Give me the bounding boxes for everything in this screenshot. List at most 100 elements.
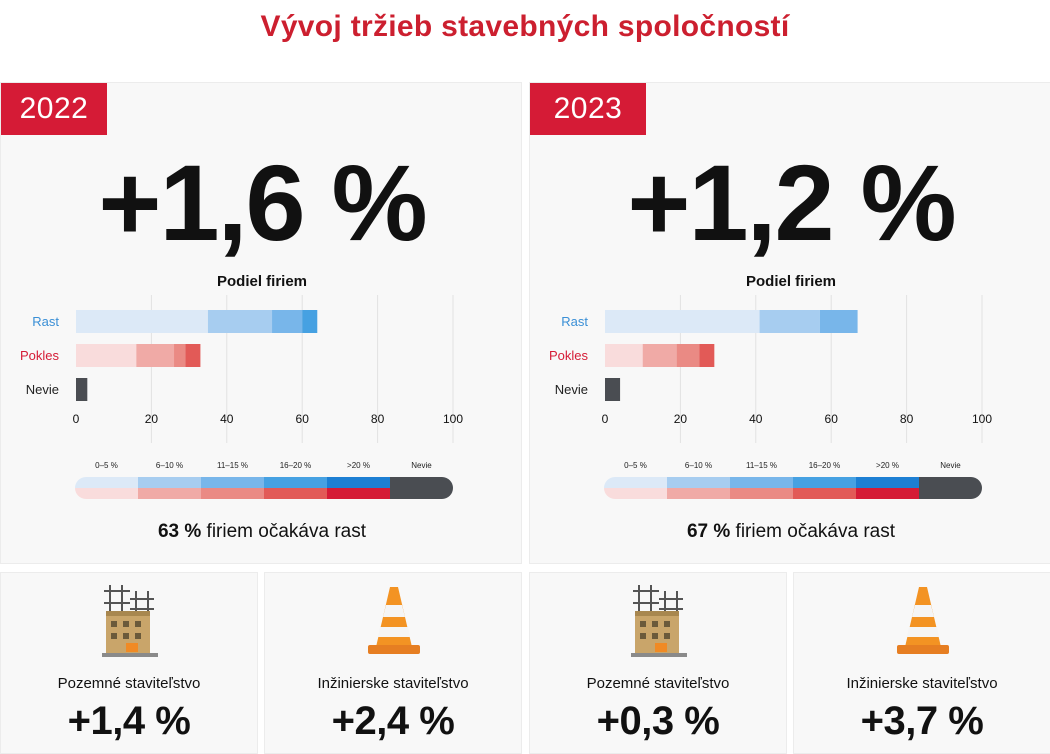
bar-segment-nevie-5 bbox=[76, 378, 88, 401]
page-title: Vývoj tržieb stavebných spoločností bbox=[260, 10, 790, 43]
legend-label: 11–15 % bbox=[217, 461, 248, 470]
year-panel-2022: 2022 +1,6 % Podiel firiem Rast Pokles Nevi… bbox=[0, 82, 522, 564]
building-icon bbox=[100, 581, 160, 661]
bar-segment-pokles-2 bbox=[174, 344, 186, 367]
legend-label: 16–20 % bbox=[279, 461, 312, 470]
share-bar-chart: Rast Pokles Nevie 0 20 40 60 80 100 bbox=[530, 293, 1050, 443]
category-label-pokles: Pokles bbox=[549, 348, 589, 363]
x-tick-label: 100 bbox=[972, 412, 992, 426]
legend-color-bar bbox=[75, 477, 453, 499]
segment-name: Pozemné staviteľstvo bbox=[57, 675, 201, 692]
x-tick-label: 0 bbox=[73, 412, 80, 426]
traffic-cone-icon bbox=[364, 581, 424, 661]
legend-swatch bbox=[730, 477, 793, 499]
revenue-change-value: +1,2 % bbox=[627, 142, 956, 263]
segment-value: +2,4 % bbox=[331, 699, 455, 743]
legend-swatch bbox=[919, 477, 982, 499]
x-tick-label: 100 bbox=[443, 412, 463, 426]
category-label-nevie: Nevie bbox=[555, 382, 588, 397]
building-icon bbox=[629, 581, 689, 661]
bar-chart-svg: Rast Pokles Nevie 0 20 40 60 80 100 bbox=[549, 295, 992, 443]
summary-label: firiem očakáva rast bbox=[201, 521, 367, 542]
legend-label: 6–10 % bbox=[684, 461, 713, 470]
legend-label: 6–10 % bbox=[155, 461, 184, 470]
legend-swatch bbox=[390, 477, 453, 499]
bar-segment-rast-3 bbox=[302, 310, 318, 333]
legend: 0–5 % 6–10 % 11–15 % 16–20 % >20 % Nevie bbox=[75, 461, 453, 499]
bar-segment-nevie-5 bbox=[605, 378, 621, 401]
bar-segment-pokles-1 bbox=[136, 344, 175, 367]
summary-percent: 67 % bbox=[686, 521, 731, 542]
x-tick-label: 40 bbox=[220, 412, 234, 426]
bar-segment-pokles-2 bbox=[676, 344, 700, 367]
category-label-rast: Rast bbox=[32, 314, 59, 329]
legend-label: >20 % bbox=[876, 461, 899, 470]
year-tag: 2022 bbox=[1, 83, 107, 135]
bar-segment-rast-1 bbox=[759, 310, 820, 333]
legend-swatch bbox=[201, 477, 264, 499]
segment-name: Inžinierske staviteľstvo bbox=[317, 675, 469, 692]
legend-labels: 0–5 % 6–10 % 11–15 % 16–20 % >20 % Nevie bbox=[604, 461, 982, 475]
summary-text: 67 % firiem očakáva rast bbox=[530, 521, 1050, 543]
segment-value: +0,3 % bbox=[596, 699, 720, 743]
legend-swatch bbox=[327, 477, 390, 499]
x-tick-label: 20 bbox=[674, 412, 688, 426]
legend-label: >20 % bbox=[347, 461, 370, 470]
chart-title: Podiel firiem bbox=[216, 273, 308, 290]
summary-percent: 63 % bbox=[157, 521, 202, 542]
share-bar-chart: Rast Pokles Nevie 0 20 40 60 80 100 bbox=[1, 293, 523, 443]
legend-label: Nevie bbox=[411, 461, 432, 470]
traffic-cone-icon bbox=[893, 581, 953, 661]
category-label-nevie: Nevie bbox=[26, 382, 59, 397]
legend-swatch bbox=[604, 477, 667, 499]
x-tick-label: 0 bbox=[602, 412, 609, 426]
legend-label: Nevie bbox=[940, 461, 961, 470]
summary-text: 63 % firiem očakáva rast bbox=[1, 521, 523, 543]
category-label-rast: Rast bbox=[561, 314, 588, 329]
bar-segment-rast-0 bbox=[605, 310, 760, 333]
segment-name: Pozemné staviteľstvo bbox=[586, 675, 730, 692]
year-panel-2023: 2023 +1,2 % Podiel firiem Rast Pokles Nevi… bbox=[529, 82, 1050, 564]
legend-labels: 0–5 % 6–10 % 11–15 % 16–20 % >20 % Nevie bbox=[75, 461, 453, 475]
x-tick-label: 80 bbox=[900, 412, 914, 426]
segment-card: Inžinierske staviteľstvo +3,7 % bbox=[793, 572, 1050, 754]
summary-label: firiem očakáva rast bbox=[730, 521, 896, 542]
bar-segment-rast-2 bbox=[272, 310, 303, 333]
category-label-pokles: Pokles bbox=[20, 348, 60, 363]
bar-segment-pokles-3 bbox=[185, 344, 201, 367]
legend-swatch bbox=[856, 477, 919, 499]
bar-segment-pokles-0 bbox=[76, 344, 137, 367]
legend-label: 11–15 % bbox=[746, 461, 777, 470]
revenue-change-value: +1,6 % bbox=[98, 142, 427, 263]
legend-swatch bbox=[667, 477, 730, 499]
bar-chart-svg: Rast Pokles Nevie 0 20 40 60 80 100 bbox=[20, 295, 463, 443]
legend-color-bar bbox=[604, 477, 982, 499]
bar-segment-pokles-0 bbox=[605, 344, 643, 367]
segment-value: +3,7 % bbox=[860, 699, 984, 743]
bar-segment-rast-2 bbox=[819, 310, 858, 333]
bar-segment-pokles-1 bbox=[642, 344, 677, 367]
x-tick-label: 80 bbox=[371, 412, 385, 426]
legend-swatch bbox=[264, 477, 327, 499]
bar-segment-rast-1 bbox=[207, 310, 273, 333]
x-tick-label: 60 bbox=[296, 412, 310, 426]
x-tick-label: 60 bbox=[825, 412, 839, 426]
segment-name: Inžinierske staviteľstvo bbox=[846, 675, 998, 692]
legend-label: 0–5 % bbox=[95, 461, 118, 470]
legend-swatch bbox=[75, 477, 138, 499]
segment-value: +1,4 % bbox=[67, 699, 191, 743]
legend-label: 16–20 % bbox=[808, 461, 841, 470]
chart-title: Podiel firiem bbox=[745, 273, 837, 290]
legend-label: 0–5 % bbox=[624, 461, 647, 470]
legend-swatch bbox=[138, 477, 201, 499]
segment-card: Pozemné staviteľstvo +0,3 % bbox=[529, 572, 787, 754]
bar-segment-pokles-3 bbox=[699, 344, 715, 367]
x-tick-label: 40 bbox=[749, 412, 763, 426]
legend: 0–5 % 6–10 % 11–15 % 16–20 % >20 % Nevie bbox=[604, 461, 982, 499]
segment-card: Pozemné staviteľstvo +1,4 % bbox=[0, 572, 258, 754]
bar-segment-rast-0 bbox=[76, 310, 208, 333]
x-tick-label: 20 bbox=[145, 412, 159, 426]
legend-swatch bbox=[793, 477, 856, 499]
segment-card: Inžinierske staviteľstvo +2,4 % bbox=[264, 572, 522, 754]
year-tag: 2023 bbox=[530, 83, 646, 135]
